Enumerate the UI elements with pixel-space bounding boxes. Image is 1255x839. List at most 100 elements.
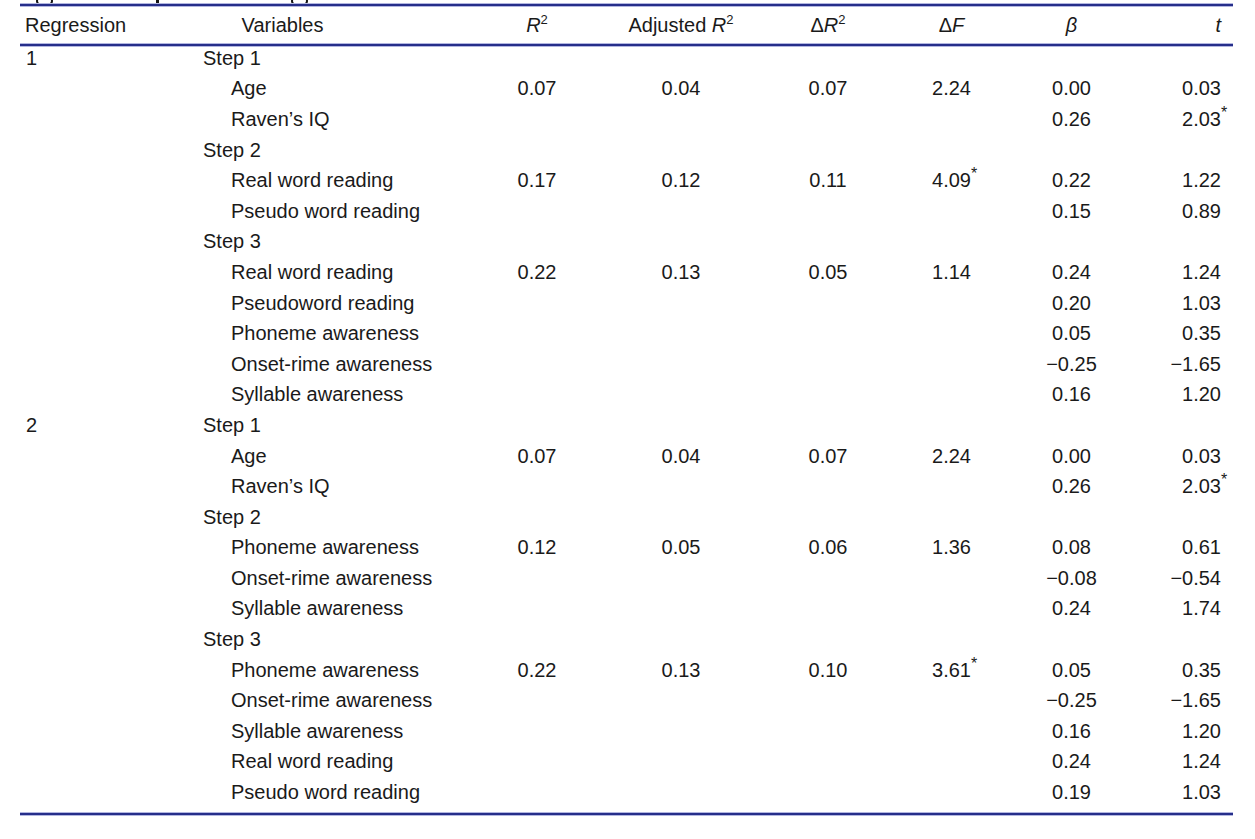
cell-variable-label: Age <box>185 441 470 472</box>
cell-r2 <box>470 288 604 319</box>
cell-r2 <box>470 716 604 747</box>
cell-regression-number <box>20 380 185 411</box>
cell-regression-number <box>20 533 185 564</box>
table-row: Pseudo word reading 0.15 0.89 <box>20 196 1233 227</box>
cell-delta-f <box>898 227 1005 258</box>
cell-r2: 0.12 <box>470 533 604 564</box>
cell-r2 <box>470 227 604 258</box>
cell-delta-r2: 0.07 <box>758 74 898 105</box>
cell-delta-f <box>898 349 1005 380</box>
cell-regression-number <box>20 288 185 319</box>
cell-adjusted-r2: 0.04 <box>604 441 758 472</box>
cell-delta-r2 <box>758 502 898 533</box>
table-row: Age 0.07 0.04 0.07 2.24 0.00 0.03 <box>20 74 1233 105</box>
table-row: Raven’s IQ 0.26 2.03* <box>20 104 1233 135</box>
column-header-beta: β <box>1005 7 1138 43</box>
cell-delta-r2 <box>758 104 898 135</box>
cell-delta-f: 2.24 <box>898 441 1005 472</box>
table-row: 1 Step 1 <box>20 43 1233 74</box>
cell-t: 2.03* <box>1138 104 1233 135</box>
table-row: Step 2 <box>20 135 1233 166</box>
cell-beta: −0.25 <box>1005 685 1138 716</box>
cell-delta-f: 3.61* <box>898 655 1005 686</box>
cell-beta <box>1005 502 1138 533</box>
cell-variable-label: Pseudo word reading <box>185 196 470 227</box>
table-row: Phoneme awareness 0.05 0.35 <box>20 318 1233 349</box>
table-row: Phoneme awareness 0.12 0.05 0.06 1.36 0.… <box>20 533 1233 564</box>
cell-adjusted-r2 <box>604 349 758 380</box>
cell-delta-f <box>898 318 1005 349</box>
cell-variable-label: Syllable awareness <box>185 716 470 747</box>
cell-t: 1.03 <box>1138 288 1233 319</box>
cell-variable-label: Step 2 <box>185 135 470 166</box>
column-header-delta-r2: ΔR2 <box>758 7 898 43</box>
table-bottom-rule <box>20 812 1233 816</box>
cell-delta-r2: 0.06 <box>758 533 898 564</box>
cell-regression-number <box>20 196 185 227</box>
cell-variable-label: Step 2 <box>185 502 470 533</box>
cell-r2: 0.07 <box>470 74 604 105</box>
cell-variable-label: Step 3 <box>185 624 470 655</box>
cell-delta-f <box>898 288 1005 319</box>
cell-beta: 0.08 <box>1005 533 1138 564</box>
cell-beta: −0.25 <box>1005 349 1138 380</box>
cell-regression-number: 1 <box>20 43 185 74</box>
cell-delta-r2 <box>758 135 898 166</box>
table-row: Syllable awareness 0.16 1.20 <box>20 716 1233 747</box>
cell-beta: 0.00 <box>1005 441 1138 472</box>
table-row: Real word reading 0.17 0.12 0.11 4.09* 0… <box>20 165 1233 196</box>
cell-t: 1.74 <box>1138 594 1233 625</box>
table-row: Age 0.07 0.04 0.07 2.24 0.00 0.03 <box>20 441 1233 472</box>
cell-t <box>1138 135 1233 166</box>
cell-beta: 0.16 <box>1005 716 1138 747</box>
cell-adjusted-r2: 0.13 <box>604 257 758 288</box>
cell-r2: 0.17 <box>470 165 604 196</box>
table-row: Step 3 <box>20 227 1233 258</box>
cell-t: 0.03 <box>1138 441 1233 472</box>
cell-r2 <box>470 777 604 808</box>
cell-adjusted-r2 <box>604 471 758 502</box>
table-row: Real word reading 0.22 0.13 0.05 1.14 0.… <box>20 257 1233 288</box>
cell-variable-label: Syllable awareness <box>185 594 470 625</box>
cell-delta-f: 1.36 <box>898 533 1005 564</box>
cell-adjusted-r2 <box>604 747 758 778</box>
table-row: Phoneme awareness 0.22 0.13 0.10 3.61* 0… <box>20 655 1233 686</box>
cell-t: 1.20 <box>1138 716 1233 747</box>
cell-t <box>1138 227 1233 258</box>
cell-t: 2.03* <box>1138 471 1233 502</box>
cell-r2 <box>470 685 604 716</box>
cell-variable-label: Phoneme awareness <box>185 318 470 349</box>
cell-beta: 0.26 <box>1005 104 1138 135</box>
cell-regression-number <box>20 135 185 166</box>
cell-regression-number <box>20 747 185 778</box>
cell-beta: 0.05 <box>1005 318 1138 349</box>
cell-delta-f <box>898 196 1005 227</box>
table-row: Pseudoword reading 0.20 1.03 <box>20 288 1233 319</box>
cell-variable-label: Phoneme awareness <box>185 533 470 564</box>
cell-adjusted-r2 <box>604 502 758 533</box>
cell-delta-f <box>898 502 1005 533</box>
cell-variable-label: Step 1 <box>185 43 470 74</box>
cell-variable-label: Onset-rime awareness <box>185 563 470 594</box>
cell-adjusted-r2 <box>604 685 758 716</box>
cell-t: 0.35 <box>1138 655 1233 686</box>
cell-delta-r2 <box>758 380 898 411</box>
cell-r2 <box>470 196 604 227</box>
cell-delta-f <box>898 624 1005 655</box>
cell-r2: 0.22 <box>470 257 604 288</box>
column-header-t: t <box>1138 7 1233 43</box>
cell-beta: 0.00 <box>1005 74 1138 105</box>
cell-delta-r2: 0.05 <box>758 257 898 288</box>
cell-beta: 0.24 <box>1005 594 1138 625</box>
cell-r2 <box>470 135 604 166</box>
cell-t: 1.22 <box>1138 165 1233 196</box>
cell-t: −0.54 <box>1138 563 1233 594</box>
table-row: Real word reading 0.24 1.24 <box>20 747 1233 778</box>
cell-adjusted-r2 <box>604 716 758 747</box>
cell-regression-number <box>20 227 185 258</box>
cell-adjusted-r2 <box>604 563 758 594</box>
cell-variable-label: Onset-rime awareness <box>185 685 470 716</box>
cell-variable-label: Step 1 <box>185 410 470 441</box>
cell-regression-number: 2 <box>20 410 185 441</box>
cell-adjusted-r2 <box>604 624 758 655</box>
